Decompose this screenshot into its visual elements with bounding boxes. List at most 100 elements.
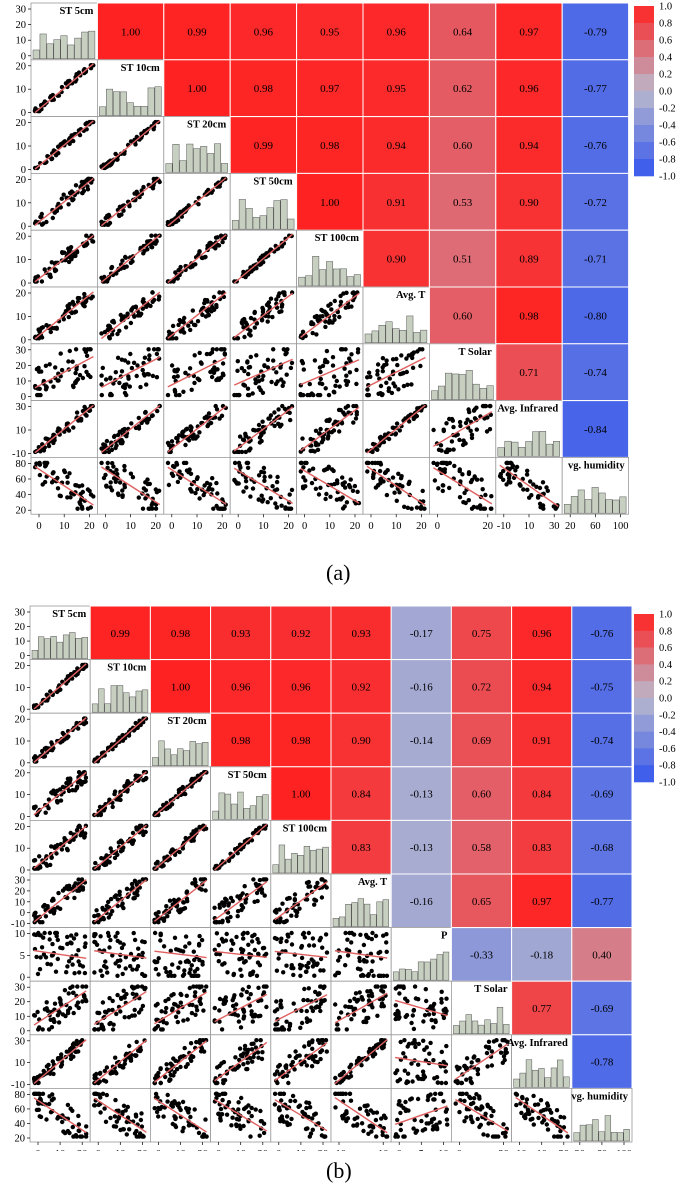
scatter-point <box>386 388 391 394</box>
y-tick-label: 10 <box>16 255 27 266</box>
scatter-point <box>504 460 509 466</box>
scatter-point <box>409 506 414 511</box>
scatter-point <box>82 934 88 939</box>
scatter-point <box>66 246 71 251</box>
corr-value: 0.40 <box>592 949 612 961</box>
scatter-point <box>190 308 195 313</box>
hist-bar <box>32 49 40 60</box>
scatter-point <box>252 325 257 330</box>
scatter-point <box>210 487 215 492</box>
x-tick-label: 10 <box>524 521 535 532</box>
scatter-point <box>189 488 194 494</box>
scatter-point <box>47 362 52 367</box>
scatter-point <box>182 906 188 911</box>
scatter-point <box>32 1013 38 1018</box>
hist-bar <box>273 200 281 230</box>
corr-cell <box>495 229 563 288</box>
scatter-point <box>115 992 120 998</box>
scatter-point <box>245 930 250 936</box>
cell-8-8: Avg. Infrared <box>507 1034 573 1089</box>
scatter-point <box>529 493 534 498</box>
hist-bar <box>513 1078 520 1088</box>
scatter-point <box>466 498 471 503</box>
scatter-point <box>378 949 383 955</box>
scatter-point <box>100 905 105 911</box>
scatter-point <box>225 970 230 975</box>
scatter-point <box>347 370 353 375</box>
scatter-point <box>174 336 179 341</box>
scatter-point <box>399 353 404 358</box>
scatter-point <box>117 328 122 333</box>
scatter-point <box>334 378 339 384</box>
scatter-point <box>71 384 76 390</box>
x-tick-label: 20 <box>84 521 95 532</box>
scatter-point <box>181 330 187 335</box>
scatter-point <box>247 1056 253 1061</box>
scatter-point <box>44 1000 49 1005</box>
hist-bar <box>81 31 89 60</box>
scatter-point <box>317 938 322 943</box>
scatter-point <box>381 439 387 445</box>
scatter-point <box>239 973 244 978</box>
scatter-point <box>469 432 475 437</box>
hist-bar <box>141 689 149 713</box>
scatter-point <box>75 1000 81 1005</box>
scatter-point <box>474 427 479 432</box>
scatter-point <box>315 992 321 997</box>
scatter-point <box>65 964 70 969</box>
scatter-point <box>56 890 61 896</box>
scatter-point <box>284 1019 289 1024</box>
scatter-point <box>141 251 146 256</box>
corr-cell <box>561 229 630 288</box>
scatter-point <box>120 1109 125 1115</box>
scatter-point <box>461 438 466 443</box>
cell-8-4 <box>270 1034 332 1089</box>
scatter-point <box>342 366 347 371</box>
cell-7-0 <box>30 400 98 458</box>
corr-cell <box>450 873 513 929</box>
corr-value: 0.97 <box>532 896 552 908</box>
cell-0-3: 0.93 <box>210 605 272 661</box>
scatter-point <box>291 1001 296 1006</box>
scatter-point <box>51 911 57 916</box>
scatter-point <box>359 995 364 1000</box>
scatter-point <box>315 317 320 323</box>
fit-line <box>100 291 161 340</box>
scatter-point <box>266 416 271 421</box>
scatter-point <box>102 274 107 280</box>
scatter-point <box>196 1130 202 1136</box>
fit-line <box>33 879 87 923</box>
corr-cell <box>149 659 212 714</box>
cell-7-6 <box>390 980 452 1036</box>
scatter-point <box>281 380 286 385</box>
cell-4-0 <box>29 819 91 875</box>
scatter-point <box>108 392 113 398</box>
corr-cell <box>330 819 392 875</box>
scatter-point <box>253 1045 259 1050</box>
scatter-point <box>186 323 191 328</box>
scatter-point <box>309 320 314 325</box>
scatter-point <box>289 930 294 936</box>
scatter-point <box>187 985 192 991</box>
scatter-point <box>70 1042 76 1047</box>
scatter-point <box>395 1008 400 1014</box>
hist-bar <box>249 805 257 820</box>
hist-bar <box>563 504 571 514</box>
scatter-point <box>205 243 210 248</box>
corr-value: -0.69 <box>590 789 613 801</box>
scatter-point <box>84 233 89 238</box>
scatter-point <box>77 962 83 968</box>
scatter-point <box>280 290 286 295</box>
scatter-point <box>393 986 398 991</box>
corr-value: -0.84 <box>584 424 607 436</box>
scatter-point <box>312 973 317 978</box>
scatter-point <box>172 1001 177 1007</box>
hist-bar <box>319 269 327 287</box>
hist-bar <box>189 741 196 767</box>
scatter-point <box>118 1009 123 1014</box>
scatter-point <box>275 1007 280 1012</box>
scatter-point <box>300 436 305 441</box>
scatter-point <box>274 370 279 375</box>
scatter-point <box>407 419 412 424</box>
